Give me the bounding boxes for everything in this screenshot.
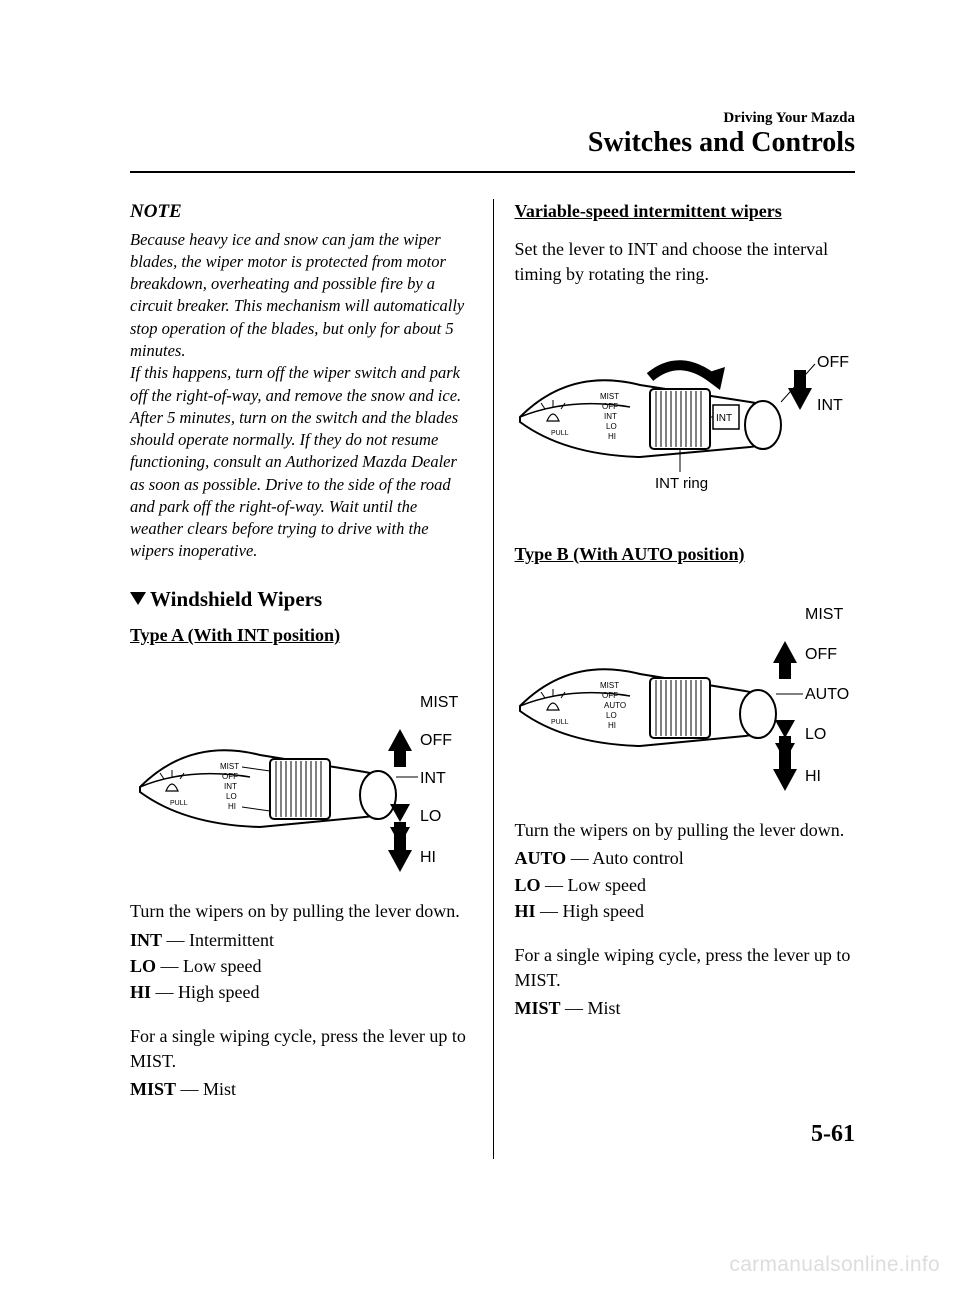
arrow-down-group [773, 720, 797, 791]
def-hi: HI ― High speed [130, 980, 471, 1004]
svg-text:OFF: OFF [602, 402, 618, 411]
header-rule [130, 171, 855, 173]
svg-text:LO: LO [606, 711, 617, 720]
diag-a-l3: LO [420, 808, 441, 825]
svg-text:AUTO: AUTO [604, 701, 626, 710]
diag-a-s3: LO [226, 792, 237, 801]
subhead-type-b: Type B (With AUTO position) [515, 542, 856, 566]
def-lo: LO ― Low speed [130, 954, 471, 978]
diag-c-l4: HI [805, 768, 821, 785]
svg-text:MIST: MIST [600, 681, 619, 690]
triangle-icon [130, 592, 146, 605]
diag-a-s4: HI [228, 802, 236, 811]
turn-on-a: Turn the wipers on by pulling the lever … [130, 899, 471, 923]
header-category: Driving Your Mazda [130, 110, 855, 127]
page-number: 5-61 [811, 1121, 855, 1148]
diag-b-pull: PULL [551, 430, 569, 437]
diag-c-pull: PULL [551, 719, 569, 726]
content-columns: NOTE Because heavy ice and snow can jam … [130, 199, 855, 1103]
svg-text:HI: HI [608, 432, 616, 441]
single-cycle-a: For a single wiping cycle, press the lev… [130, 1024, 471, 1073]
subhead-type-a: Type A (With INT position) [130, 623, 471, 647]
subhead-variable: Variable-speed intermittent wipers [515, 199, 856, 223]
right-column: Variable-speed intermittent wipers Set t… [493, 199, 856, 1103]
diag-a-pull: PULL [170, 800, 188, 807]
diag-a-s2: INT [224, 782, 237, 791]
svg-text:INT: INT [604, 412, 617, 421]
def-mist-a: MIST ― Mist [130, 1077, 471, 1101]
diag-a-s0: MIST [220, 762, 239, 771]
var-body: Set the lever to INT and choose the inte… [515, 237, 856, 286]
diag-a-l1: OFF [420, 732, 452, 749]
svg-text:HI: HI [608, 721, 616, 730]
page-header: Driving Your Mazda Switches and Controls [130, 110, 855, 159]
diag-a-l0: MIST [420, 694, 458, 711]
def-hi-c: HI ― High speed [515, 899, 856, 923]
arrow-up-icon [388, 729, 412, 767]
diagram-type-a: PULL MIST OFF INT LO HI [130, 667, 471, 877]
section-head-wipers: Windshield Wipers [130, 585, 471, 613]
diag-a-l4: HI [420, 849, 436, 866]
column-divider [493, 199, 494, 1159]
note-title: NOTE [130, 199, 471, 225]
diagram-type-b: PULL MIST OFF AUTO LO HI MIST OFF AUTO [515, 586, 856, 796]
left-column: NOTE Because heavy ice and snow can jam … [130, 199, 493, 1103]
diag-b-intmark: INT [716, 413, 732, 424]
diag-c-l0: MIST [805, 606, 843, 623]
note-body: Because heavy ice and snow can jam the w… [130, 229, 471, 563]
diag-c-l2: AUTO [805, 686, 849, 703]
diag-a-l2: INT [420, 770, 446, 787]
def-mist-c: MIST ― Mist [515, 996, 856, 1020]
diagram-variable: INT PULL MIST OFF INT [515, 312, 856, 502]
def-int: INT ― Intermittent [130, 928, 471, 952]
def-auto: AUTO ― Auto control [515, 846, 856, 870]
diag-b-ring-label: INT ring [655, 475, 708, 492]
header-title: Switches and Controls [130, 127, 855, 159]
diag-c-l3: LO [805, 726, 826, 743]
def-lo-c: LO ― Low speed [515, 873, 856, 897]
diag-b-l1: INT [817, 397, 843, 414]
watermark: carmanualsonline.info [729, 1253, 940, 1277]
section-head-text: Windshield Wipers [150, 587, 322, 611]
single-cycle-c: For a single wiping cycle, press the lev… [515, 943, 856, 992]
arrow-down-group [388, 804, 412, 872]
svg-text:OFF: OFF [602, 691, 618, 700]
diag-b-l0: OFF [817, 354, 849, 371]
svg-text:MIST: MIST [600, 392, 619, 401]
diag-c-l1: OFF [805, 646, 837, 663]
arrow-up-icon [773, 641, 797, 679]
diag-a-s1: OFF [222, 772, 238, 781]
svg-text:LO: LO [606, 422, 617, 431]
turn-on-c: Turn the wipers on by pulling the lever … [515, 818, 856, 842]
